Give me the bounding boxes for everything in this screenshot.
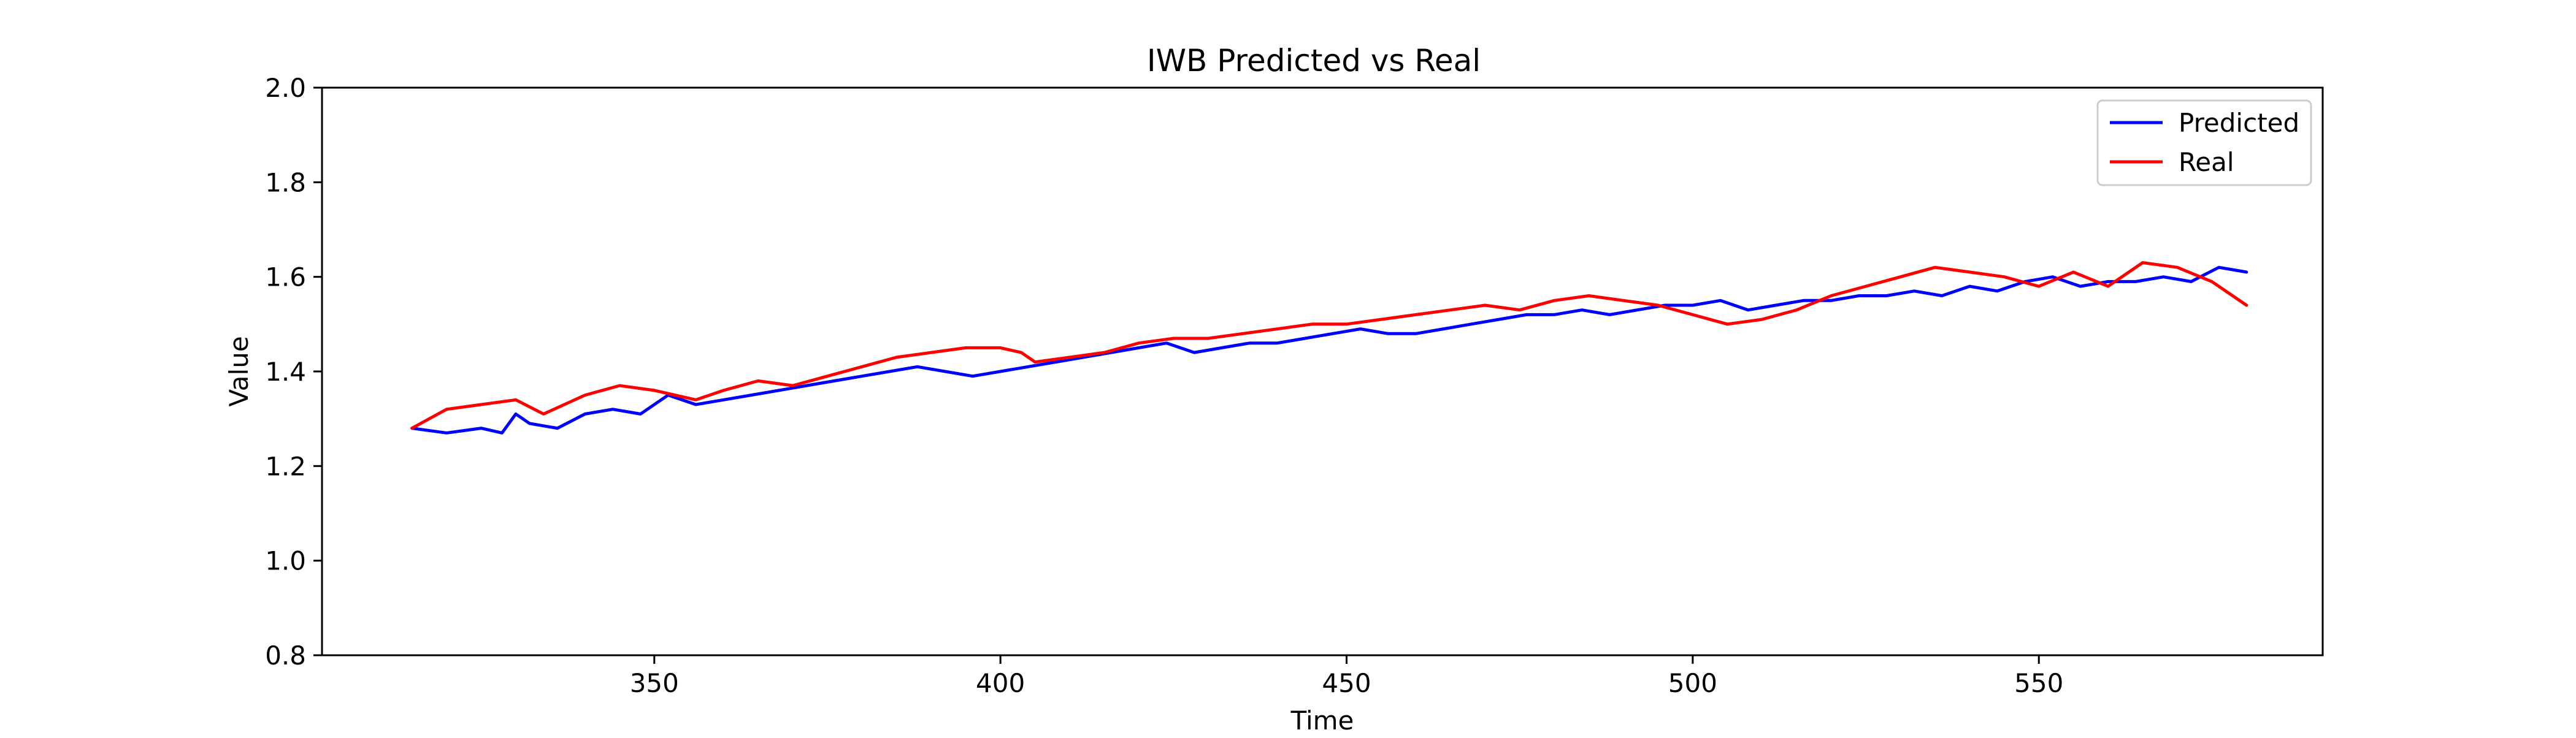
x-tick-label: 450 xyxy=(1322,668,1371,698)
y-tick-label: 1.2 xyxy=(265,451,306,481)
plot-layer xyxy=(410,261,2248,435)
y-tick-label: 2.0 xyxy=(265,73,306,103)
y-tick-label: 1.6 xyxy=(265,262,306,292)
axes-layer: 350 400 450 500 550 0.8 1.0 1.2 1.4 1.6 1.8 2.0 xyxy=(265,73,2063,698)
legend: Predicted Real xyxy=(2096,99,2312,186)
x-tick-label: 500 xyxy=(1668,668,1717,698)
y-tick-label: 1.4 xyxy=(265,357,306,387)
legend-label-predicted: Predicted xyxy=(2179,108,2299,138)
y-axis-label: Value xyxy=(224,336,254,406)
chart-title: IWB Predicted vs Real xyxy=(1147,43,1481,78)
y-tick-label: 1.0 xyxy=(265,546,306,576)
series-line-predicted xyxy=(410,265,2248,435)
x-tick-label: 550 xyxy=(2014,668,2063,698)
x-axis-label: Time xyxy=(1290,706,1354,736)
series-line-real xyxy=(410,261,2248,430)
y-tick-label: 1.8 xyxy=(265,167,306,197)
x-tick-label: 350 xyxy=(630,668,679,698)
y-tick-label: 0.8 xyxy=(265,641,306,671)
legend-label-real: Real xyxy=(2179,147,2234,177)
x-tick-label: 400 xyxy=(976,668,1025,698)
